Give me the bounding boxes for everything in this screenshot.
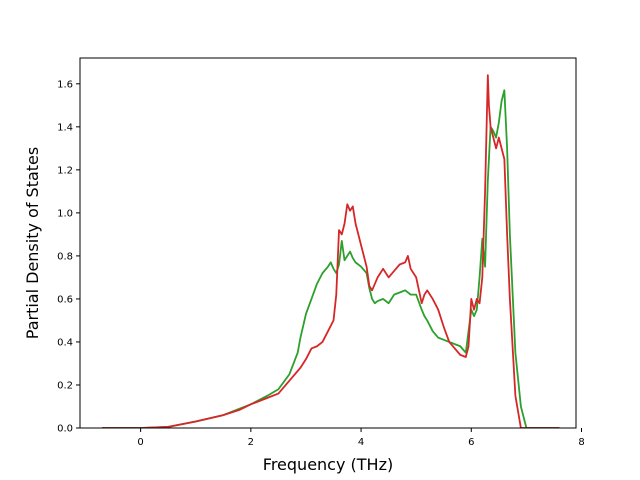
x-tick-label: 8 xyxy=(578,437,584,448)
x-tick-label: 4 xyxy=(358,437,364,448)
series-line-1 xyxy=(102,89,560,428)
x-axis-ticks: 0 2 4 6 8 xyxy=(137,428,585,448)
y-tick-label: 0.6 xyxy=(57,294,73,305)
y-tick-label: 1.4 xyxy=(57,122,73,133)
axes-frame xyxy=(79,57,577,429)
series-line-2 xyxy=(102,74,560,428)
y-axis-label: Partial Density of States xyxy=(23,147,42,339)
x-axis-label: Frequency (THz) xyxy=(263,455,393,474)
x-tick-label: 6 xyxy=(468,437,474,448)
y-tick-label: 1.6 xyxy=(57,79,73,90)
y-tick-label: 0.2 xyxy=(57,380,73,391)
x-tick-label: 0 xyxy=(137,437,143,448)
y-axis-ticks: 0.0 0.2 0.4 0.6 0.8 1.0 1.2 1.4 1.6 xyxy=(57,79,80,435)
y-tick-label: 0.8 xyxy=(57,251,73,262)
x-tick-label: 2 xyxy=(248,437,254,448)
y-tick-label: 1.2 xyxy=(57,165,73,176)
y-tick-label: 1.0 xyxy=(57,208,73,219)
y-tick-label: 0.4 xyxy=(57,337,73,348)
plot-lines xyxy=(102,74,560,428)
y-tick-label: 0.0 xyxy=(57,424,73,435)
